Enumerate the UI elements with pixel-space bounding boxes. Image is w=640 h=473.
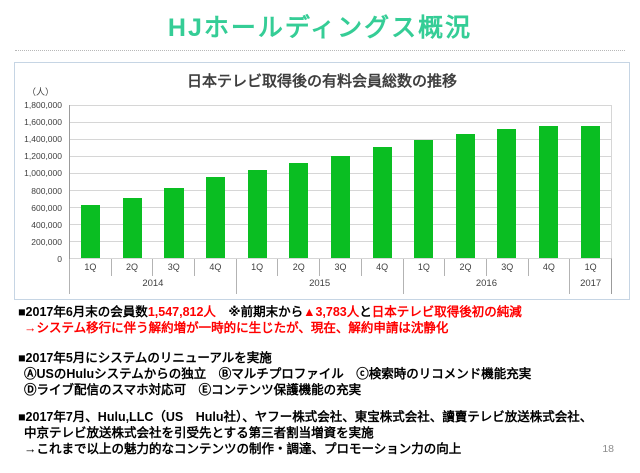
y-tick-label: 0	[57, 254, 62, 264]
chart-title: 日本テレビ取得後の有料会員総数の推移	[186, 73, 457, 90]
bar	[414, 139, 434, 258]
bar-series	[70, 105, 611, 258]
section-system-renewal: ■2017年5月にシステムのリニューアルを実施 ⒶUSのHuluシステムからの独…	[18, 350, 630, 398]
y-axis-unit-label: （人）	[27, 87, 55, 97]
bar-slot	[195, 105, 237, 258]
quarter-label: 1Q	[569, 259, 611, 276]
bar-slot	[278, 105, 320, 258]
y-tick-label: 1,800,000	[24, 100, 62, 110]
quarter-label: 1Q	[235, 259, 278, 276]
capital-increase-line1: ■2017年7月、Hulu,LLC（US Hulu社）、ヤフー株式会社、東宝株式…	[18, 410, 593, 424]
membership-note: ※前期末から	[215, 305, 304, 319]
membership-first-net-loss: 日本テレビ取得後初の純減	[371, 305, 522, 319]
bar	[122, 197, 142, 258]
quarter-label: 2Q	[444, 259, 486, 276]
y-tick-label: 400,000	[31, 219, 62, 230]
membership-line2: →システム移行に伴う解約増が一時的に生じたが、現在、解約申請は沈静化	[24, 321, 449, 335]
quarter-label: 4Q	[360, 259, 403, 276]
year-label: 2014	[69, 276, 236, 294]
x-axis-quarters: 1Q 2Q 3Q 4Q 1Q 2Q 3Q 4Q 1Q 2Q 3Q 4Q 1Q	[69, 259, 612, 276]
bar	[206, 177, 226, 258]
section-membership: ■2017年6月末の会員数1,547,812人 ※前期末から▲3,783人と日本…	[18, 304, 630, 336]
bar	[580, 126, 600, 258]
y-tick-label: 800,000	[31, 185, 62, 196]
bar-slot	[361, 105, 403, 258]
y-tick-label: 1,400,000	[24, 134, 62, 145]
y-tick-label: 200,000	[31, 236, 62, 247]
bar-slot	[403, 105, 445, 258]
bar-slot	[320, 105, 362, 258]
bar	[497, 129, 517, 258]
y-tick-label: 1,600,000	[24, 117, 62, 128]
quarter-label: 1Q	[69, 259, 111, 276]
membership-decline: ▲3,783人	[303, 305, 360, 319]
bar-slot	[486, 105, 528, 258]
system-renewal-items2: Ⓓライブ配信のスマホ対応可 Ⓔコンテンツ保護機能の充実	[24, 383, 362, 397]
bar	[289, 162, 309, 258]
page-title: HJホールディングス概況	[167, 14, 473, 42]
bar	[372, 146, 392, 258]
membership-line1: ■2017年6月末の会員数1,547,812人 ※前期末から▲3,783人と日本…	[18, 304, 630, 320]
system-renewal-header: ■2017年5月にシステムのリニューアルを実施	[18, 351, 272, 365]
quarter-label: 3Q	[485, 259, 528, 276]
quarter-label: 4Q	[527, 259, 570, 276]
x-axis-years: 2014 2015 2016 2017	[69, 276, 612, 294]
y-axis: 1,800,000 1,600,000 1,400,000 1,200,000 1,00…	[15, 100, 67, 264]
capital-increase-line2: 中京テレビ放送株式会社を引受先とする第三者割当増資を実施	[24, 426, 374, 440]
quarter-label: 4Q	[194, 259, 236, 276]
bar	[81, 205, 101, 258]
bar-slot	[70, 105, 112, 258]
quarter-label: 3Q	[319, 259, 361, 276]
bar	[247, 169, 267, 258]
y-tick-label: 1,200,000	[24, 151, 62, 162]
bar	[330, 156, 351, 258]
membership-conjunction: と	[359, 305, 372, 319]
title-divider	[15, 50, 625, 51]
quarter-label: 3Q	[152, 259, 194, 276]
bar	[538, 126, 559, 258]
bar-slot	[444, 105, 486, 258]
y-tick-label: 600,000	[31, 202, 62, 213]
gridline	[70, 121, 611, 123]
bar-slot	[112, 105, 154, 258]
year-label: 2016	[402, 276, 570, 294]
membership-text: ■2017年6月末の会員数	[18, 305, 148, 319]
system-renewal-items1: ⒶUSのHuluシステムからの独立 Ⓑマルチプロファイル ⓒ検索時のリコメンド機…	[24, 367, 532, 381]
member-count-chart: 日本テレビ取得後の有料会員総数の推移 （人） 1,800,000 1,600,00…	[14, 62, 630, 300]
quarter-label: 2Q	[277, 259, 319, 276]
gridline	[70, 105, 611, 106]
gridline	[70, 138, 611, 140]
bar-slot	[236, 105, 278, 258]
x-axis: 1Q 2Q 3Q 4Q 1Q 2Q 3Q 4Q 1Q 2Q 3Q 4Q 1Q 2014 2015 2016 2…	[69, 259, 612, 294]
year-label: 2017	[569, 276, 611, 294]
section-capital-increase: ■2017年7月、Hulu,LLC（US Hulu社）、ヤフー株式会社、東宝株式…	[18, 409, 630, 457]
capital-increase-line3: →これまで以上の魅力的なコンテンツの制作・調達、プロモーション力の向上	[24, 442, 462, 456]
year-label: 2015	[235, 276, 403, 294]
y-tick-label: 1,000,000	[24, 168, 62, 179]
bar-slot	[528, 105, 570, 258]
quarter-label: 2Q	[110, 259, 153, 276]
bar	[164, 188, 184, 258]
membership-count: 1,547,812人	[147, 305, 216, 319]
page-number: 18	[602, 443, 614, 455]
gridline	[70, 258, 611, 259]
bar-slot	[153, 105, 195, 258]
bar	[455, 134, 475, 258]
bar-slot	[569, 105, 611, 258]
quarter-label: 1Q	[402, 259, 445, 276]
plot-area	[69, 105, 612, 259]
